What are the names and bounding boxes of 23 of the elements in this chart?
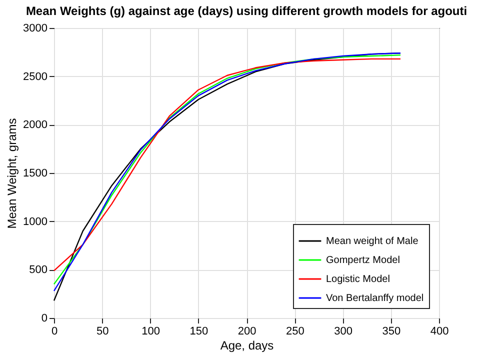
y-tick-label: 500 (29, 264, 48, 276)
x-tick-label: 400 (430, 326, 449, 338)
y-axis-title: Mean Weight, grams (5, 118, 20, 229)
y-tick-label: 2500 (23, 70, 48, 83)
x-axis-title: Age, days (220, 338, 274, 352)
legend-label: Von Bertalanffy model (326, 293, 424, 304)
x-tick-label: 0 (51, 326, 58, 338)
x-tick-label: 100 (142, 326, 160, 338)
y-tick-label: 1500 (23, 168, 48, 180)
x-tick-label: 300 (334, 326, 352, 338)
y-tick-label: 3000 (23, 22, 48, 34)
chart-title: Mean Weights (g) against age (days) using different growth models for agouti (26, 4, 468, 18)
x-tick-label: 200 (238, 326, 256, 338)
y-tick-label: 2000 (23, 119, 48, 132)
legend-label: Logistic Model (326, 274, 390, 285)
x-tick-label: 50 (96, 326, 109, 338)
x-tick-label: 350 (382, 326, 401, 338)
y-tick-label: 1000 (23, 216, 48, 228)
y-tick-label: 0 (41, 312, 48, 324)
legend-label: Mean weight of Male (326, 236, 419, 247)
x-tick-label: 250 (286, 326, 304, 338)
legend-label: Gompertz Model (326, 255, 400, 266)
x-tick-label: 150 (190, 326, 208, 338)
